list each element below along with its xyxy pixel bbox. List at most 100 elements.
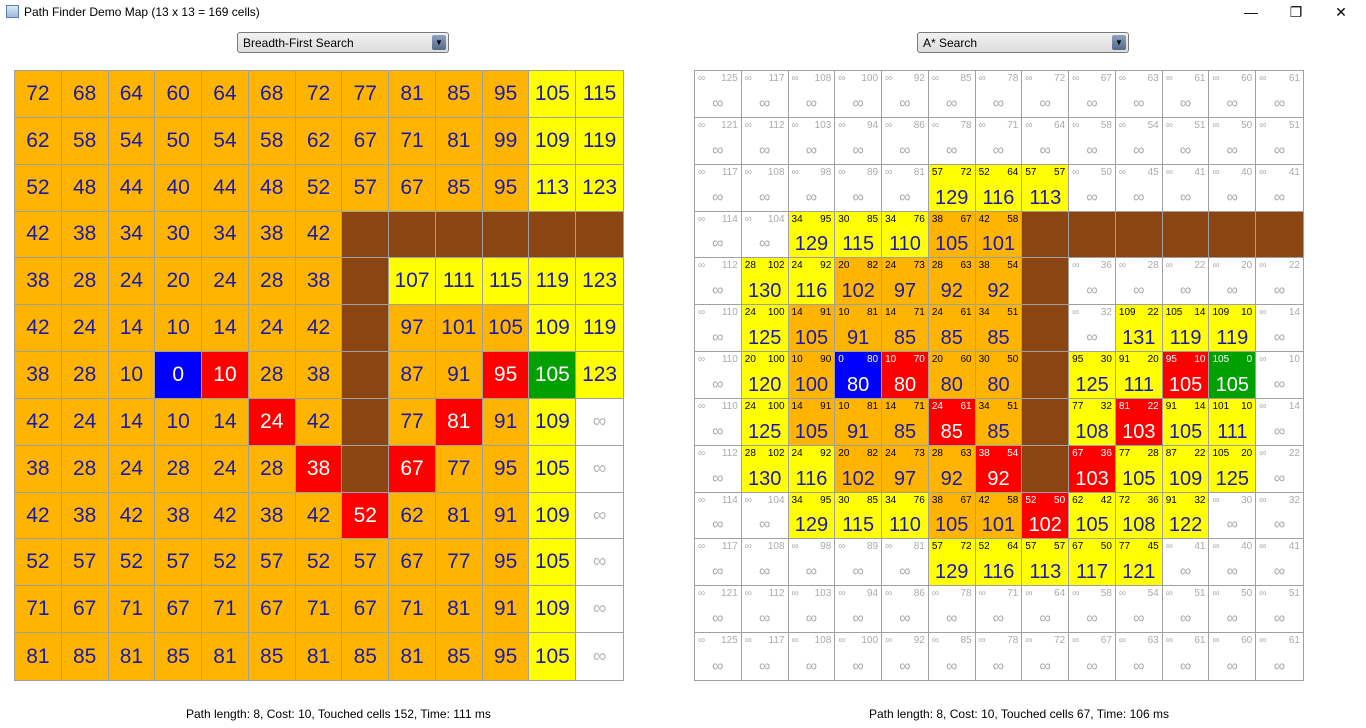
unvisited-cell[interactable]: ∞ 112 ∞	[741, 117, 789, 165]
visited-cell[interactable]: 52	[108, 539, 156, 587]
unvisited-cell[interactable]: ∞ 63 ∞	[1115, 71, 1163, 118]
frontier-cell[interactable]: 101 10 111	[1209, 398, 1257, 446]
frontier-cell[interactable]: 87 22 109	[1162, 445, 1210, 493]
unvisited-cell[interactable]: ∞	[576, 398, 623, 446]
unvisited-cell[interactable]: ∞ 50 ∞	[1209, 586, 1257, 634]
visited-cell[interactable]: 77	[435, 539, 483, 587]
visited-cell[interactable]: 42 58 101	[975, 492, 1023, 540]
visited-cell[interactable]: 38	[61, 492, 109, 540]
visited-cell[interactable]: 14	[202, 305, 249, 353]
frontier-cell[interactable]: 28 102 130	[741, 445, 789, 493]
unvisited-cell[interactable]: ∞ 64 ∞	[1022, 117, 1070, 165]
unvisited-cell[interactable]: ∞ 86 ∞	[882, 117, 929, 165]
frontier-cell[interactable]: 105	[529, 539, 577, 587]
unvisited-cell[interactable]: ∞ 41 ∞	[1162, 539, 1210, 587]
visited-cell[interactable]: 68	[61, 71, 109, 118]
path-cell[interactable]: 38 54 92	[975, 445, 1023, 493]
unvisited-cell[interactable]: ∞ 78 ∞	[928, 586, 976, 634]
visited-cell[interactable]: 28	[248, 445, 296, 493]
visited-cell[interactable]: 24 61 85	[928, 305, 976, 353]
unvisited-cell[interactable]: ∞ 121 ∞	[695, 117, 742, 165]
unvisited-cell[interactable]: ∞ 98 ∞	[788, 164, 836, 212]
unvisited-cell[interactable]: ∞ 22 ∞	[1162, 258, 1210, 306]
visited-cell[interactable]: 77	[435, 445, 483, 493]
visited-cell[interactable]: 38 54 92	[975, 258, 1023, 306]
unvisited-cell[interactable]: ∞ 30 ∞	[1209, 492, 1257, 540]
visited-cell[interactable]: 42	[202, 492, 249, 540]
path-cell[interactable]: 95	[482, 352, 530, 399]
unvisited-cell[interactable]: ∞ 98 ∞	[788, 539, 836, 587]
frontier-cell[interactable]: 119	[529, 258, 577, 306]
visited-cell[interactable]: 42 58 101	[975, 211, 1023, 259]
unvisited-cell[interactable]: ∞ 51 ∞	[1256, 117, 1303, 165]
path-cell[interactable]: 52	[342, 492, 390, 540]
unvisited-cell[interactable]: ∞ 100 ∞	[835, 633, 883, 680]
visited-cell[interactable]: 91	[482, 586, 530, 634]
visited-cell[interactable]: 57	[61, 539, 109, 587]
visited-cell[interactable]: 64	[202, 71, 249, 118]
visited-cell[interactable]: 67	[61, 586, 109, 634]
frontier-cell[interactable]: 77 32 108	[1069, 398, 1116, 446]
path-cell[interactable]: 81	[435, 398, 483, 446]
wall-cell[interactable]	[1115, 211, 1163, 259]
visited-cell[interactable]: 10	[108, 352, 156, 399]
wall-cell[interactable]	[1022, 211, 1070, 259]
unvisited-cell[interactable]: ∞ 117 ∞	[741, 633, 789, 680]
visited-cell[interactable]: 99	[482, 117, 530, 165]
wall-cell[interactable]	[1069, 211, 1116, 259]
frontier-cell[interactable]: 123	[576, 164, 623, 212]
visited-cell[interactable]: 42	[15, 305, 62, 353]
unvisited-cell[interactable]: ∞ 71 ∞	[975, 117, 1023, 165]
unvisited-cell[interactable]: ∞ 51 ∞	[1162, 117, 1210, 165]
visited-cell[interactable]: 85	[61, 633, 109, 680]
unvisited-cell[interactable]: ∞	[576, 492, 623, 540]
unvisited-cell[interactable]: ∞ 32 ∞	[1256, 492, 1303, 540]
unvisited-cell[interactable]: ∞ 45 ∞	[1115, 164, 1163, 212]
visited-cell[interactable]: 38 67 105	[928, 211, 976, 259]
frontier-cell[interactable]: 24 100 125	[741, 398, 789, 446]
unvisited-cell[interactable]: ∞ 41 ∞	[1256, 539, 1303, 587]
unvisited-cell[interactable]: ∞ 58 ∞	[1069, 586, 1116, 634]
path-cell[interactable]: 67	[389, 445, 436, 493]
visited-cell[interactable]: 71	[202, 586, 249, 634]
path-cell[interactable]: 10 70 80	[882, 352, 929, 399]
visited-cell[interactable]: 85	[342, 633, 390, 680]
wall-cell[interactable]	[576, 211, 623, 259]
unvisited-cell[interactable]: ∞ 94 ∞	[835, 117, 883, 165]
visited-cell[interactable]: 38	[295, 352, 343, 399]
unvisited-cell[interactable]: ∞ 41 ∞	[1162, 164, 1210, 212]
wall-cell[interactable]	[1256, 211, 1303, 259]
visited-cell[interactable]: 14	[108, 398, 156, 446]
visited-cell[interactable]: 28	[248, 352, 296, 399]
wall-cell[interactable]	[1209, 211, 1257, 259]
visited-cell[interactable]: 95	[482, 539, 530, 587]
unvisited-cell[interactable]: ∞ 110 ∞	[695, 398, 742, 446]
visited-cell[interactable]: 14	[108, 305, 156, 353]
unvisited-cell[interactable]: ∞ 22 ∞	[1256, 445, 1303, 493]
path-cell[interactable]: 95 10 105	[1162, 352, 1210, 399]
visited-cell[interactable]: 14	[202, 398, 249, 446]
visited-cell[interactable]: 67	[342, 586, 390, 634]
visited-cell[interactable]: 105	[482, 305, 530, 353]
unvisited-cell[interactable]: ∞ 117 ∞	[741, 71, 789, 118]
visited-cell[interactable]: 81	[295, 633, 343, 680]
visited-cell[interactable]: 34 51 85	[975, 398, 1023, 446]
visited-cell[interactable]: 28 63 92	[928, 258, 976, 306]
visited-cell[interactable]: 10	[155, 305, 203, 353]
frontier-cell[interactable]: 77 28 105	[1115, 445, 1163, 493]
unvisited-cell[interactable]: ∞ 67 ∞	[1069, 71, 1116, 118]
unvisited-cell[interactable]: ∞ 103 ∞	[788, 117, 836, 165]
unvisited-cell[interactable]: ∞ 112 ∞	[695, 445, 742, 493]
visited-cell[interactable]: 91	[482, 398, 530, 446]
frontier-cell[interactable]: 105	[529, 445, 577, 493]
visited-cell[interactable]: 42	[15, 211, 62, 259]
path-cell[interactable]: 81 22 103	[1115, 398, 1163, 446]
frontier-cell[interactable]: 52 64 116	[975, 539, 1023, 587]
visited-cell[interactable]: 85	[435, 164, 483, 212]
visited-cell[interactable]: 71	[389, 117, 436, 165]
frontier-cell[interactable]: 109	[529, 492, 577, 540]
visited-cell[interactable]: 34 51 85	[975, 305, 1023, 353]
visited-cell[interactable]: 85	[435, 71, 483, 118]
frontier-cell[interactable]: 57 72 129	[928, 164, 976, 212]
path-cell[interactable]: 24 61 85	[928, 398, 976, 446]
